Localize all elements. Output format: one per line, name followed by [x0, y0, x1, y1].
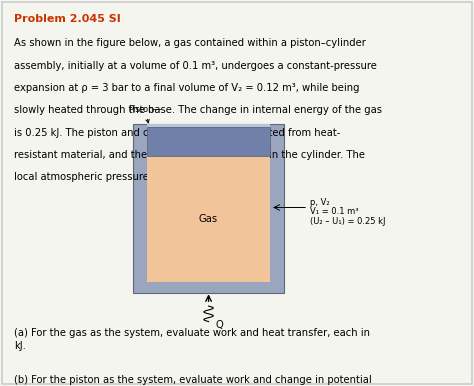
- Text: (U₂ – U₁) = 0.25 kJ: (U₂ – U₁) = 0.25 kJ: [310, 217, 386, 226]
- Text: (b) For the piston as the system, evaluate work and change in potential
energy, : (b) For the piston as the system, evalua…: [14, 375, 372, 386]
- Bar: [147, 124, 270, 127]
- Text: assembly, initially at a volume of 0.1 m³, undergoes a constant-pressure: assembly, initially at a volume of 0.1 m…: [14, 61, 377, 71]
- Text: Piston—: Piston—: [128, 105, 162, 123]
- Bar: [147, 127, 270, 156]
- Text: is 0.25 kJ. The piston and cylinder walls are fabricated from heat-: is 0.25 kJ. The piston and cylinder wall…: [14, 128, 341, 138]
- Text: Gas: Gas: [199, 214, 218, 224]
- Text: expansion at ρ = 3 bar to a final volume of V₂ = 0.12 m³, while being: expansion at ρ = 3 bar to a final volume…: [14, 83, 360, 93]
- Text: pₐₜₘ = 1 bar: pₐₜₘ = 1 bar: [152, 136, 199, 145]
- Text: Q: Q: [216, 320, 223, 330]
- Bar: [147, 156, 270, 282]
- Bar: [147, 281, 270, 282]
- Bar: [133, 124, 284, 293]
- Text: V₁ = 0.1 m³: V₁ = 0.1 m³: [310, 207, 359, 216]
- Text: p, V₂: p, V₂: [310, 198, 330, 207]
- Text: slowly heated through the base. The change in internal energy of the gas: slowly heated through the base. The chan…: [14, 105, 382, 115]
- Text: resistant material, and the piston moves smoothly in the cylinder. The: resistant material, and the piston moves…: [14, 150, 365, 160]
- Text: (a) For the gas as the system, evaluate work and heat transfer, each in
kJ.: (a) For the gas as the system, evaluate …: [14, 328, 370, 351]
- Text: local atmospheric pressure is 1 bar.: local atmospheric pressure is 1 bar.: [14, 173, 192, 183]
- Text: Problem 2.045 SI: Problem 2.045 SI: [14, 14, 121, 24]
- Text: As shown in the figure below, a gas contained within a piston–cylinder: As shown in the figure below, a gas cont…: [14, 38, 366, 48]
